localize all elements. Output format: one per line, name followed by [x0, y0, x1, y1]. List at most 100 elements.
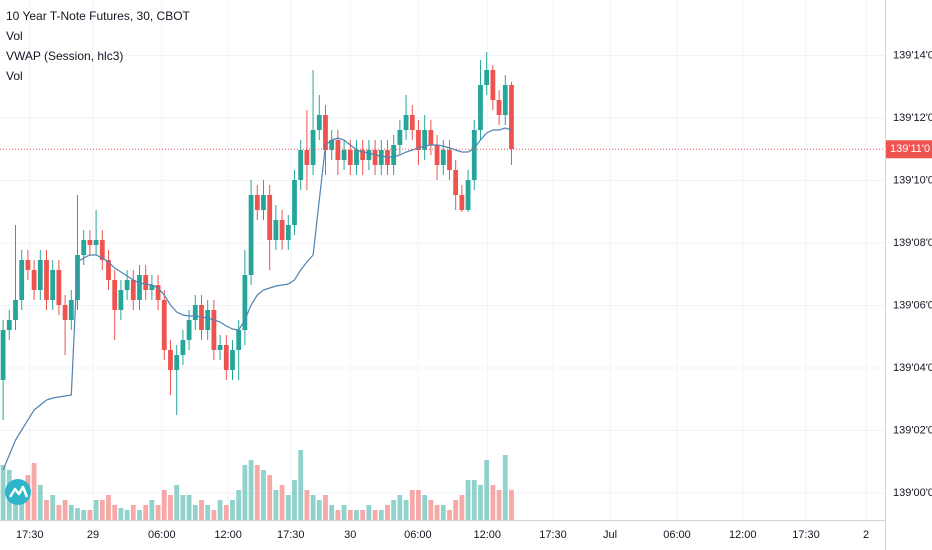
- axes: 139'14'0 139'12'0 139'10'0 139'08'0 139'06'0…: [16, 49, 932, 541]
- candle-body: [137, 275, 142, 300]
- candle-body: [124, 280, 130, 290]
- volume-bar: [347, 510, 353, 520]
- volume-bar: [68, 505, 74, 520]
- candle-body: [44, 260, 49, 300]
- y-tick-label: 139'14'0: [893, 49, 932, 61]
- candle-body: [347, 150, 353, 165]
- volume-bar: [279, 485, 285, 520]
- candle-body: [236, 330, 242, 350]
- y-tick-label: 139'12'0: [893, 112, 932, 124]
- volume-bar: [471, 480, 477, 520]
- candle-body: [50, 270, 56, 300]
- candle-body: [118, 290, 124, 310]
- volume-bar: [81, 510, 87, 520]
- candle-body: [217, 345, 223, 350]
- y-tick-label: 139'04'0: [893, 362, 932, 374]
- candle-body: [329, 140, 335, 150]
- volume-bar: [378, 510, 384, 520]
- x-tick-label: 30: [344, 529, 356, 541]
- candle-body: [285, 225, 291, 240]
- candle-body: [0, 330, 6, 380]
- candle-body: [254, 195, 260, 210]
- logo[interactable]: [5, 479, 31, 505]
- candle-body: [509, 85, 514, 149]
- candle-body: [490, 70, 496, 100]
- volume-bar: [440, 505, 446, 520]
- candle-body: [354, 150, 359, 165]
- candle-body: [304, 150, 310, 165]
- volume-bar: [254, 465, 260, 520]
- volume-bar: [130, 505, 136, 520]
- volume-bar: [230, 500, 235, 520]
- volume-bar: [459, 495, 465, 520]
- volume-bar: [223, 505, 229, 520]
- volume-bar: [118, 508, 124, 520]
- x-tick-label: 06:00: [148, 529, 176, 541]
- x-tick-label: 29: [87, 529, 99, 541]
- volume-bar: [490, 485, 496, 520]
- candle-body: [391, 145, 397, 165]
- volume-bar: [199, 500, 204, 520]
- volume-bar: [161, 490, 167, 520]
- candle-body: [37, 260, 43, 290]
- candle-body: [75, 255, 80, 300]
- volume-bar: [304, 490, 310, 520]
- candle-body: [192, 305, 198, 320]
- legend-entry: Vol: [6, 29, 23, 43]
- volume-bar: [19, 495, 25, 520]
- y-tick-label: 139'06'0: [893, 299, 932, 311]
- candle-body: [397, 130, 403, 145]
- volume-bar: [93, 500, 99, 520]
- volume-bar: [261, 470, 266, 520]
- volume-bar: [465, 480, 471, 520]
- candle-body: [186, 320, 192, 340]
- candle-body: [447, 150, 452, 170]
- candle-body: [25, 260, 31, 270]
- volume-bar: [168, 495, 173, 520]
- candle-body: [292, 180, 297, 225]
- volume-bar: [37, 485, 43, 520]
- candle-body: [502, 85, 508, 115]
- volume-bar: [50, 495, 56, 520]
- x-tick-label: Jul: [603, 529, 617, 541]
- volume-bar: [453, 500, 459, 520]
- volume-bar: [205, 505, 211, 520]
- candle-body: [335, 140, 341, 160]
- candle-body: [161, 300, 167, 350]
- legend-entry: VWAP (Session, hlc3): [6, 49, 123, 63]
- y-tick-label: 139'02'0: [893, 424, 932, 436]
- candle-body: [106, 260, 111, 280]
- x-tick-label: 06:00: [404, 529, 432, 541]
- candle-body: [316, 115, 322, 130]
- candle-body: [279, 220, 285, 240]
- volume-bar: [409, 490, 415, 520]
- volume-bar: [502, 455, 508, 520]
- volume-bar: [428, 500, 434, 520]
- candle-body: [223, 345, 229, 370]
- volume-bar: [124, 510, 130, 520]
- candle-body: [323, 115, 328, 150]
- candle-body: [471, 130, 477, 180]
- x-tick-label: 12:00: [474, 529, 502, 541]
- candle-body: [168, 350, 173, 370]
- candle-body: [341, 150, 347, 160]
- volume-bar: [509, 490, 514, 520]
- x-tick-label: 17:30: [539, 529, 567, 541]
- x-tick-label: 12:00: [729, 529, 757, 541]
- volume-bar: [341, 505, 347, 520]
- volume-bar: [0, 465, 6, 520]
- candle-body: [211, 310, 217, 350]
- candle-body: [422, 130, 428, 150]
- x-tick-label: 17:30: [277, 529, 305, 541]
- candle-body: [403, 115, 409, 130]
- y-tick-label: 139'08'0: [893, 237, 932, 249]
- candle-body: [230, 350, 235, 370]
- candle-body: [378, 150, 384, 165]
- volume-bar: [56, 505, 62, 520]
- candle-body: [180, 340, 186, 355]
- volume-bar: [434, 505, 440, 520]
- candle-layer: [0, 52, 514, 420]
- volume-bar: [354, 510, 359, 520]
